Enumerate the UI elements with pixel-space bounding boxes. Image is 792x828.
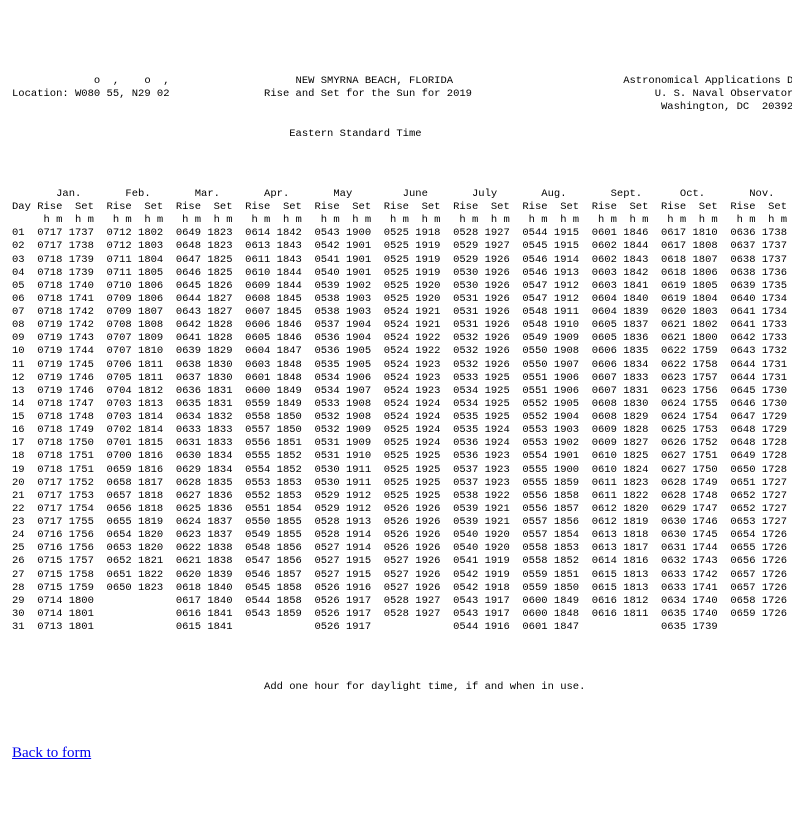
back-link[interactable]: Back to form (12, 745, 91, 761)
footnote: Add one hour for daylight time, if and w… (12, 668, 780, 694)
sunrise-sunset-table: Jan. Feb. Mar. Apr. May June July Aug. S… (12, 175, 780, 634)
header-block: o , o , NEW SMYRNA BEACH, FLORIDA Astron… (12, 75, 780, 141)
